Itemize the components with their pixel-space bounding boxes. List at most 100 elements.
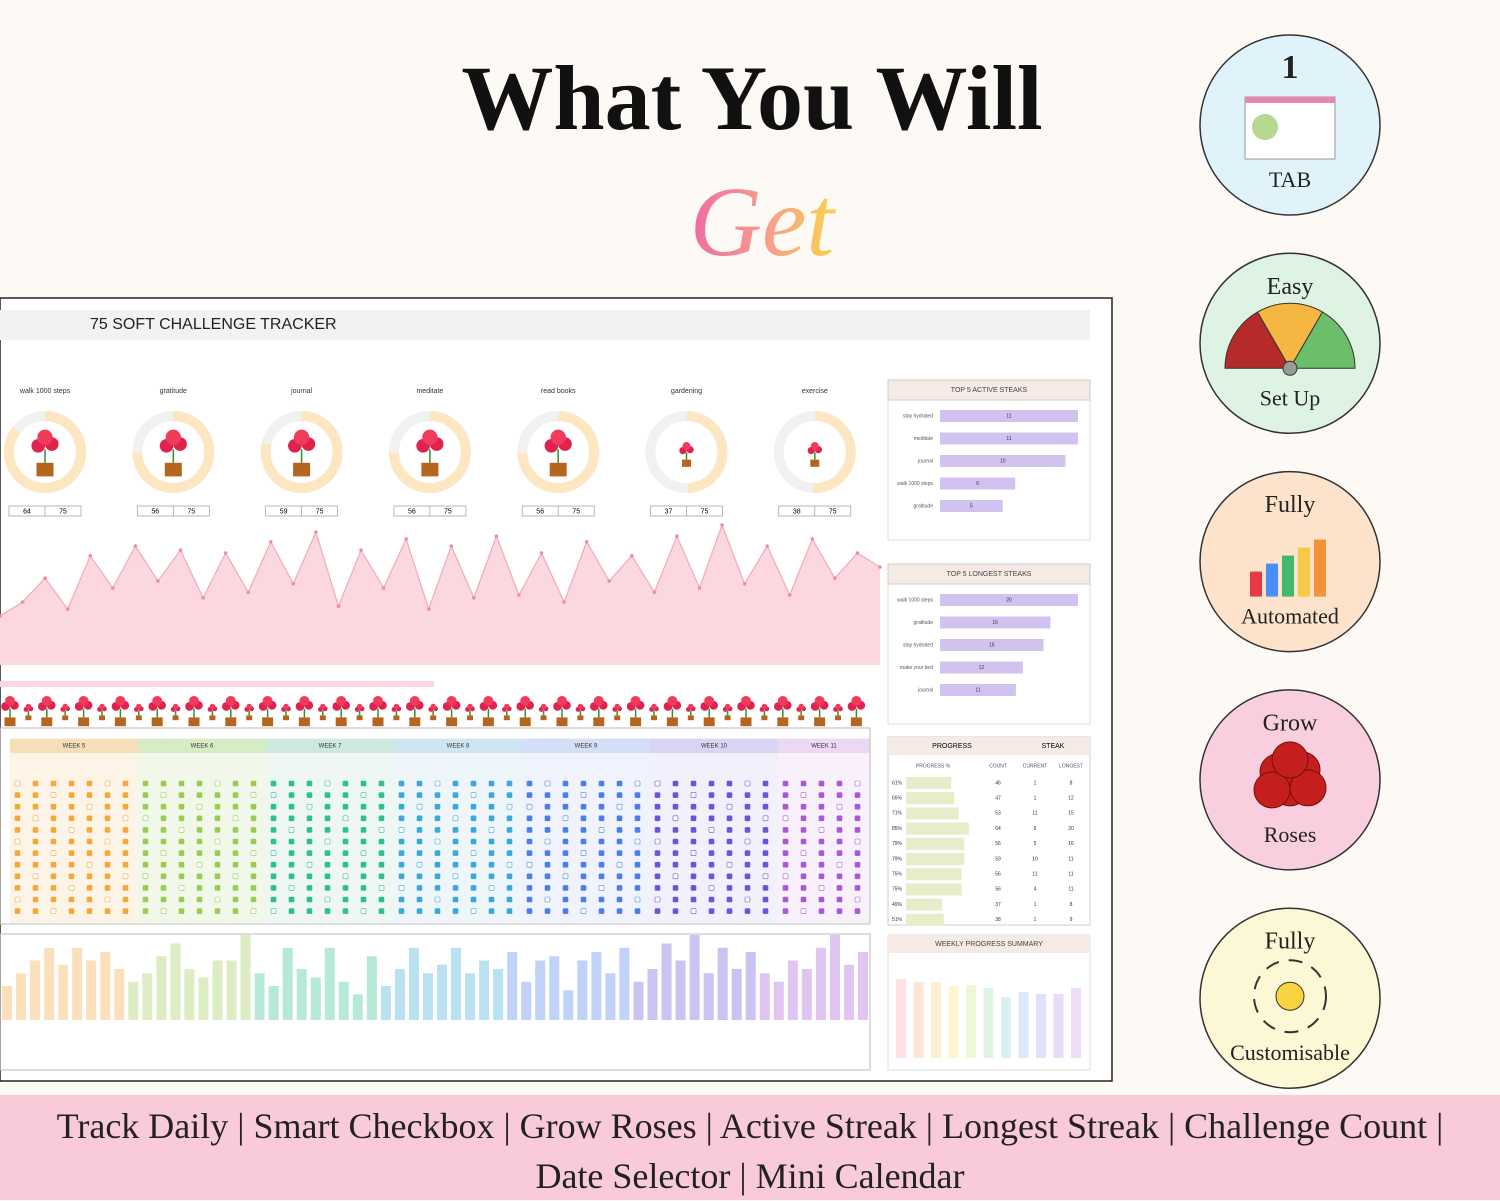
checkbox [68, 780, 75, 787]
checkbox [470, 908, 477, 914]
checkbox [360, 780, 367, 787]
daily-bar [577, 960, 588, 1020]
checkbox [744, 850, 751, 856]
bloom [540, 703, 547, 710]
checkbox [196, 803, 203, 810]
checkbox [342, 827, 349, 833]
checkbox [634, 803, 641, 810]
checkbox [324, 896, 331, 903]
checkbox [306, 815, 313, 822]
checkbox [86, 827, 93, 833]
checkbox [782, 827, 789, 833]
pot [614, 715, 621, 721]
checkbox [50, 885, 57, 891]
checkbox [726, 896, 733, 903]
bloom [293, 429, 310, 445]
checkbox [250, 896, 257, 903]
checkbox [836, 827, 843, 833]
count: 64 [23, 508, 31, 515]
checkbox [690, 792, 697, 798]
checkbox [68, 850, 75, 856]
bloom [557, 695, 567, 706]
table-cell: 56 [995, 887, 1001, 893]
gauge [1224, 311, 1291, 369]
table-cell: 11 [1068, 872, 1073, 878]
icon [1282, 555, 1294, 597]
checkbox [398, 803, 405, 810]
habit-name: exercise [802, 388, 828, 395]
checkbox [32, 885, 39, 891]
checkbox [506, 792, 513, 798]
table-cell: 71% [892, 811, 903, 817]
table-cell: 5 [1034, 841, 1037, 847]
checkbox [86, 838, 93, 845]
checkbox [506, 780, 513, 787]
checkbox [818, 780, 825, 787]
checkbox [214, 803, 221, 810]
bloom [467, 703, 473, 710]
checkbox [342, 908, 349, 914]
checkbox [836, 850, 843, 856]
pot [430, 715, 437, 721]
bloom [99, 703, 105, 710]
table-cell: 11 [1068, 856, 1073, 862]
table-cell: 11 [1068, 887, 1073, 893]
bar [940, 616, 1051, 629]
checkbox [470, 873, 477, 880]
checkbox [50, 873, 57, 880]
daily-bar [801, 969, 812, 1020]
badge-bottom: TAB [1269, 167, 1311, 192]
table-cell: 1 [1034, 917, 1037, 923]
checkbox [580, 861, 587, 868]
checkbox [634, 827, 641, 833]
checkbox [488, 908, 495, 914]
checkbox [324, 780, 331, 787]
bloom [336, 695, 347, 706]
checkbox [416, 896, 423, 903]
gauge [1256, 302, 1324, 370]
pot [393, 715, 400, 721]
daily-bar [563, 990, 574, 1020]
checkbox [544, 850, 551, 856]
checkbox [854, 885, 861, 891]
pot [36, 462, 54, 477]
checkbox [634, 896, 641, 903]
count: 56 [408, 508, 416, 515]
checkbox [142, 908, 149, 914]
checkbox [654, 896, 661, 903]
checkbox [800, 815, 807, 822]
ring-progress [4, 411, 86, 493]
goal: 75 [829, 508, 837, 515]
checkbox [800, 908, 807, 914]
pot [519, 717, 531, 727]
checkbox [488, 803, 495, 810]
bar [940, 639, 1044, 651]
bar-label: stay hydrated [903, 413, 933, 419]
checkbox [160, 885, 167, 891]
trend-point [878, 565, 882, 569]
checkbox [14, 803, 21, 810]
checkbox [744, 885, 751, 891]
pot [188, 717, 200, 727]
checkbox [160, 815, 167, 822]
bar [940, 432, 1078, 445]
bloom [651, 703, 657, 710]
checkbox [378, 885, 385, 891]
pot [503, 715, 510, 721]
week-header [394, 739, 522, 753]
checkbox [86, 815, 93, 822]
checkbox [196, 815, 203, 822]
bloom [704, 695, 715, 706]
bloom [798, 703, 804, 710]
bar-value: 15 [989, 642, 995, 648]
checkbox [762, 815, 769, 822]
daily-bar [184, 969, 195, 1020]
checkbox [452, 885, 459, 891]
bloom [225, 695, 236, 706]
summary-bar [1053, 994, 1064, 1058]
trend-point [268, 540, 273, 544]
week-label: WEEK 8 [447, 744, 470, 750]
checkbox [672, 896, 679, 903]
checkbox [782, 861, 789, 868]
checkbox [744, 908, 751, 914]
